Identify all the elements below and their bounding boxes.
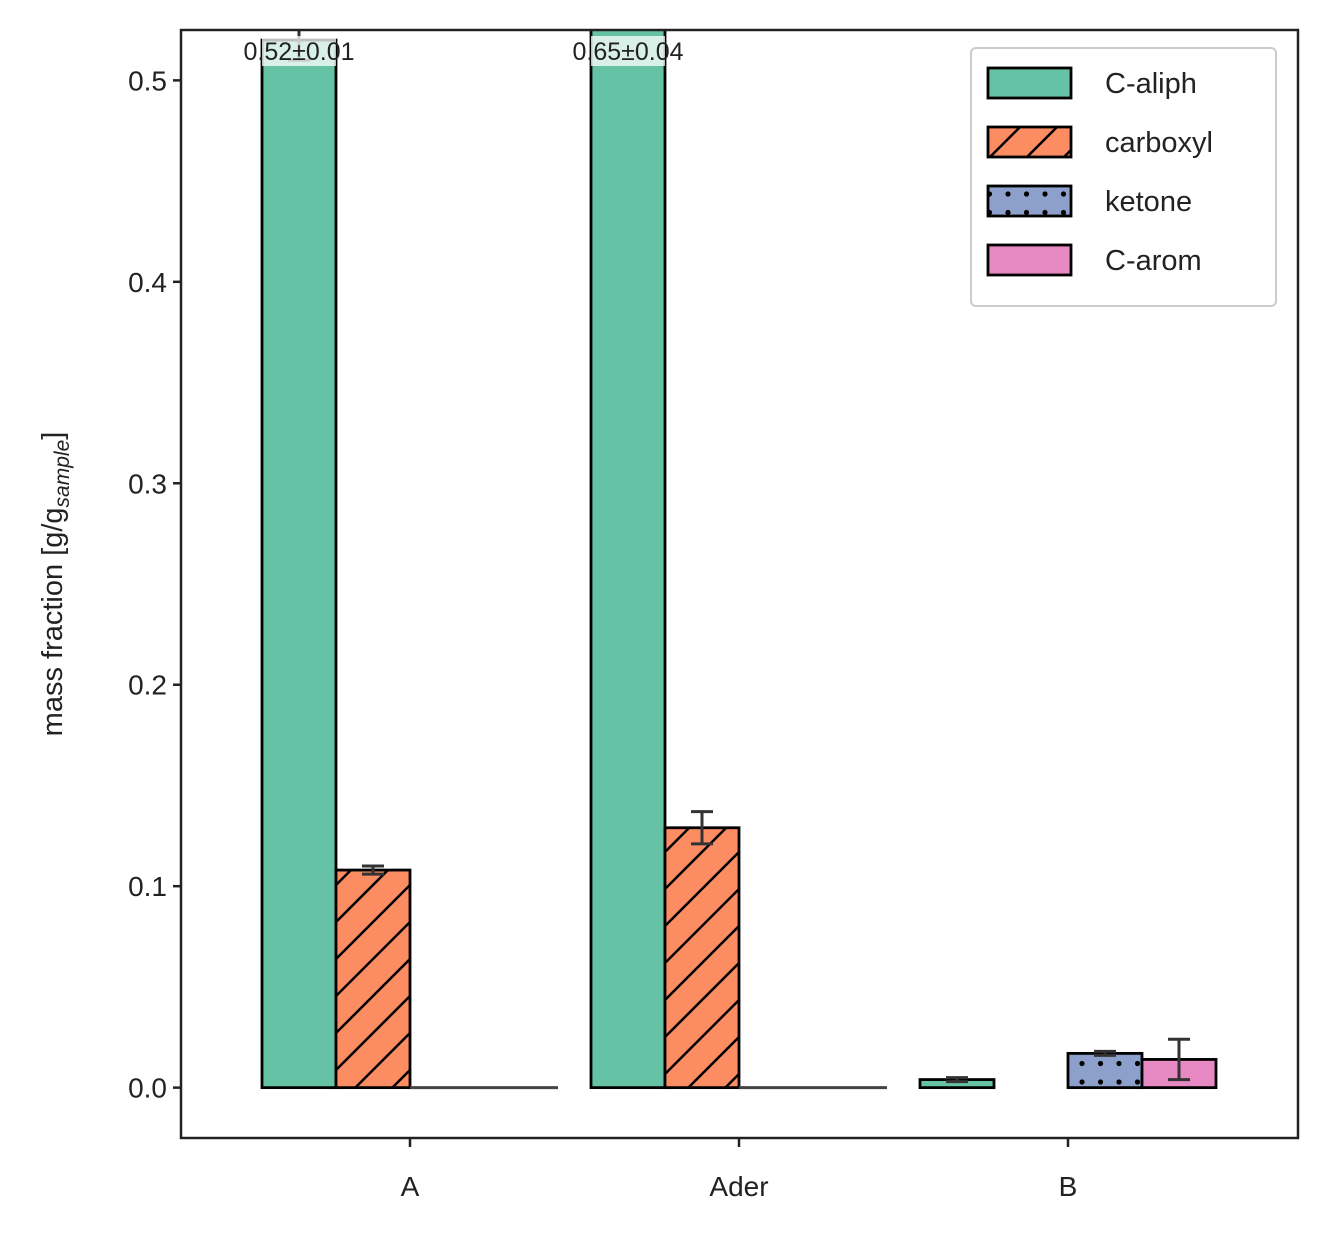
error-bar [691, 810, 713, 846]
y-axis-label-end: ] [37, 432, 69, 440]
error-bar [946, 1076, 968, 1084]
y-tick-label: 0.3 [128, 468, 167, 499]
legend-label: C-aliph [1105, 68, 1197, 100]
legend-swatch [988, 68, 1071, 98]
legend-label: ketone [1105, 186, 1192, 218]
value-label-box [262, 36, 336, 66]
bar [920, 1079, 994, 1088]
y-tick-label: 0.1 [128, 871, 167, 902]
legend-swatch-outline [986, 184, 1073, 218]
bar-hatch [336, 870, 410, 1088]
y-tick-label: 0.4 [128, 267, 167, 298]
legend-swatch-hatch [988, 245, 1071, 275]
y-axis-label: mass fraction [g/gsample] [37, 432, 74, 737]
y-tick-label: 0.0 [128, 1073, 167, 1104]
error-bar [362, 864, 384, 876]
y-tick-label: 0.5 [128, 65, 167, 96]
legend-swatch-outline [986, 125, 1073, 159]
error-bar [1094, 1049, 1116, 1057]
legend: C-aliph carboxyl ketone C-arom [970, 47, 1277, 307]
bar [262, 40, 336, 1088]
legend-label: carboxyl [1105, 127, 1213, 159]
plot-area [260, 30, 1218, 1090]
legend-box [970, 47, 1277, 307]
bar [591, 30, 665, 1088]
value-label: 0.65±0.04 [572, 38, 683, 66]
x-tick-label: A [401, 1171, 420, 1202]
bar-hatch [1068, 1053, 1142, 1088]
y-axis-label-sub: sample [51, 440, 74, 508]
legend-swatch-hatch [988, 127, 1071, 157]
x-tick-label: Ader [709, 1171, 768, 1202]
bar-outline [589, 30, 667, 1090]
legend-swatch-outline [986, 243, 1073, 277]
value-label: 0.52±0.01 [243, 38, 354, 66]
error-bar [1168, 1037, 1190, 1082]
bar-hatch [665, 827, 739, 1088]
legend-label: C-arom [1105, 245, 1202, 277]
y-axis-label-main: mass fraction [g/g [37, 507, 69, 736]
value-label-box [591, 36, 665, 66]
legend-swatch-outline [986, 66, 1073, 100]
x-tick-label: B [1059, 1171, 1078, 1202]
y-tick-label: 0.2 [128, 670, 167, 701]
legend-swatch-hatch [988, 186, 1071, 216]
